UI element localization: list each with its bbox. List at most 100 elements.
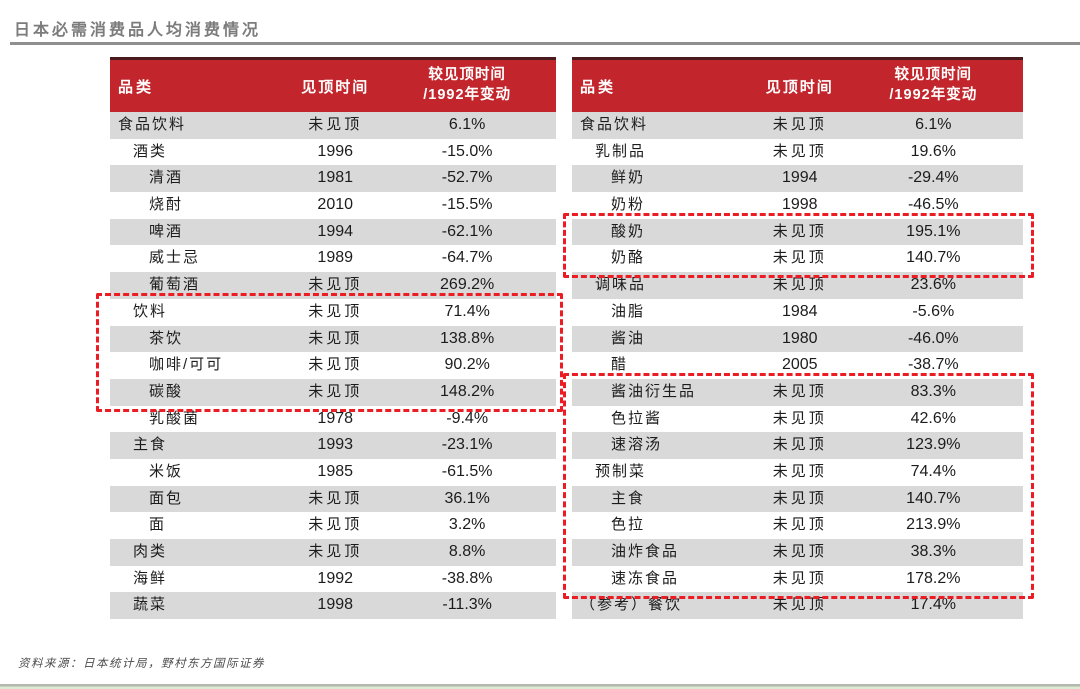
category-cell: 食品饮料 <box>118 116 187 133</box>
change-cell: 6.1% <box>448 116 486 133</box>
table-row: 碳酸 未见顶 148.2% <box>110 378 556 406</box>
change-cell: -61.5% <box>441 462 493 480</box>
change-cell: 74.4% <box>910 462 956 480</box>
peak-time-cell: 未见顶 <box>308 382 363 400</box>
peak-time-cell: 未见顶 <box>308 543 363 560</box>
table-row: 面 未见顶 3.2% <box>110 512 556 539</box>
change-cell: -46.0% <box>907 329 959 347</box>
table-row: 色拉酱 未见顶 42.6% <box>572 405 1023 433</box>
change-cell: -38.8% <box>441 569 493 587</box>
table-row: 主食 未见顶 140.7% <box>572 485 1023 513</box>
category-cell: 酱油衍生品 <box>611 382 697 400</box>
peak-time-cell: 未见顶 <box>772 276 827 294</box>
table-row: 鲜奶 1994 -29.4% <box>572 165 1023 193</box>
peak-time-cell: 1994 <box>781 169 818 187</box>
category-cell: 速冻食品 <box>611 569 680 587</box>
peak-time-cell: 未见顶 <box>772 436 827 454</box>
change-cell: 38.3% <box>910 543 956 560</box>
change-cell: -46.5% <box>907 196 959 214</box>
category-cell: 油脂 <box>611 302 646 320</box>
table-body: 食品饮料 未见顶 6.1% 乳制品 未见顶 19.6% 鲜奶 1994 -29.4% 奶粉 1998… <box>572 112 1023 620</box>
change-cell: 17.4% <box>910 596 956 614</box>
peak-time-cell: 未见顶 <box>308 516 363 534</box>
category-cell: 速溶汤 <box>611 436 663 454</box>
change-cell: 140.7% <box>906 489 961 507</box>
peak-time-cell: 1981 <box>317 169 354 187</box>
page-title: 日本必需消费品人均消费情况 <box>14 22 262 39</box>
consumption-table-left: 品类 见顶时间 较见顶时间 /1992年变动 食品饮料 未见顶 6.1% 酒类 1996… <box>96 57 563 620</box>
table-row: 预制菜 未见顶 74.4% <box>572 458 1023 486</box>
table-body: 食品饮料 未见顶 6.1% 酒类 1996 -15.0% 清酒 1981 -52.7% 烧酎 201… <box>110 112 556 620</box>
category-cell: 奶粉 <box>611 196 646 214</box>
category-cell: 面包 <box>149 489 184 507</box>
change-cell: -62.1% <box>441 222 493 240</box>
category-cell: 面 <box>149 516 167 534</box>
peak-time-cell: 1992 <box>317 569 354 587</box>
category-cell: 色拉酱 <box>611 409 663 427</box>
col-header-change: 较见顶时间 /1992年变动 <box>889 67 978 103</box>
table-row: 酱油衍生品 未见顶 83.3% <box>572 378 1023 406</box>
category-cell: 茶饮 <box>149 329 184 347</box>
category-cell: 酒类 <box>133 142 168 160</box>
peak-time-cell: 未见顶 <box>772 596 827 614</box>
table-row: 米饭 1985 -61.5% <box>110 458 556 486</box>
change-cell: 90.2% <box>444 356 490 374</box>
peak-time-cell: 1998 <box>781 196 818 214</box>
table-row: （参考）餐饮 未见顶 17.4% <box>572 592 1023 620</box>
title-divider <box>10 42 1080 45</box>
change-cell: 83.3% <box>910 382 956 400</box>
change-cell: -64.7% <box>441 249 493 267</box>
category-cell: 饮料 <box>133 302 168 320</box>
change-cell: -15.5% <box>441 196 493 214</box>
peak-time-cell: 未见顶 <box>308 329 363 347</box>
peak-time-cell: 未见顶 <box>772 116 827 133</box>
change-cell: -38.7% <box>907 356 959 374</box>
peak-time-cell: 未见顶 <box>308 276 363 294</box>
bottom-divider <box>0 684 1080 689</box>
col-header-peak-time: 见顶时间 <box>301 78 370 96</box>
peak-time-cell: 1998 <box>317 596 354 614</box>
category-cell: 鲜奶 <box>611 169 646 187</box>
category-cell: 啤酒 <box>149 222 184 240</box>
table-row: 饮料 未见顶 71.4% <box>110 298 556 326</box>
change-cell: -5.6% <box>912 302 955 320</box>
peak-time-cell: 未见顶 <box>308 116 363 133</box>
category-cell: 色拉 <box>611 516 646 534</box>
peak-time-cell: 未见顶 <box>772 462 827 480</box>
change-cell: 148.2% <box>440 382 495 400</box>
col-header-category: 品类 <box>118 78 155 96</box>
change-cell: 269.2% <box>440 276 495 294</box>
peak-time-cell: 未见顶 <box>308 302 363 320</box>
category-cell: （参考）餐饮 <box>580 596 683 614</box>
peak-time-cell: 未见顶 <box>772 222 827 240</box>
consumption-table-right: 品类 见顶时间 较见顶时间 /1992年变动 食品饮料 未见顶 6.1% 乳制品 未见顶… <box>563 57 1034 620</box>
change-cell: 178.2% <box>906 569 961 587</box>
change-cell: 140.7% <box>906 249 961 267</box>
category-cell: 调味品 <box>595 276 647 294</box>
peak-time-cell: 未见顶 <box>772 142 827 160</box>
peak-time-cell: 2005 <box>781 356 818 374</box>
table-row: 油炸食品 未见顶 38.3% <box>572 539 1023 566</box>
col-header-category: 品类 <box>580 78 617 96</box>
peak-time-cell: 未见顶 <box>772 249 827 267</box>
table-row: 酒类 1996 -15.0% <box>110 138 556 166</box>
change-cell: -29.4% <box>907 169 959 187</box>
category-cell: 蔬菜 <box>133 596 168 614</box>
category-cell: 清酒 <box>149 169 184 187</box>
category-cell: 油炸食品 <box>611 543 680 560</box>
category-cell: 醋 <box>611 356 629 374</box>
peak-time-cell: 1984 <box>781 302 818 320</box>
table-row: 速冻食品 未见顶 178.2% <box>572 565 1023 593</box>
peak-time-cell: 未见顶 <box>772 569 827 587</box>
category-cell: 威士忌 <box>149 249 201 267</box>
change-cell: 8.8% <box>448 543 486 560</box>
table-row: 咖啡/可可 未见顶 90.2% <box>110 352 556 379</box>
category-cell: 葡萄酒 <box>149 276 201 294</box>
table-row: 葡萄酒 未见顶 269.2% <box>110 272 556 299</box>
category-cell: 乳酸菌 <box>149 409 201 427</box>
category-cell: 米饭 <box>149 462 184 480</box>
peak-time-cell: 1993 <box>317 436 354 454</box>
peak-time-cell: 未见顶 <box>308 489 363 507</box>
table-row: 奶酪 未见顶 140.7% <box>572 245 1023 273</box>
